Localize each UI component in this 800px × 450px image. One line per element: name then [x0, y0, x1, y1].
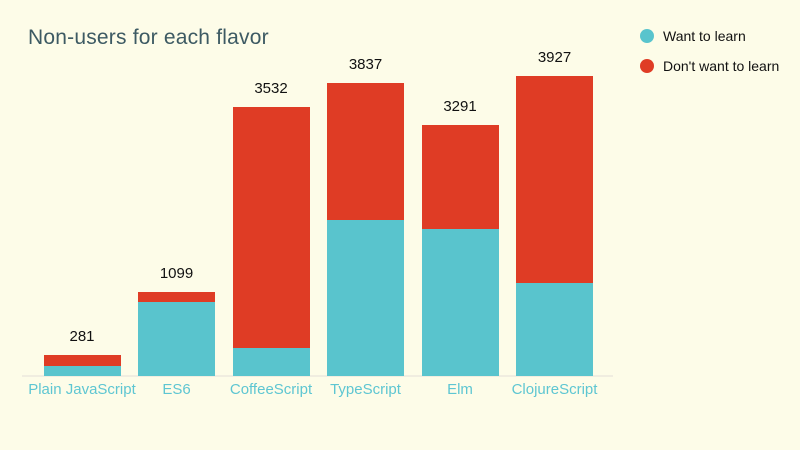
- x-axis-line: [22, 375, 613, 377]
- bar-typescript: [327, 83, 404, 376]
- x-tick-label-typescript: TypeScript: [330, 381, 401, 398]
- bar-segment-want-to-learn: [516, 282, 593, 376]
- legend: Want to learn Don't want to learn: [640, 28, 780, 89]
- legend-label-dont-want: Don't want to learn: [663, 58, 780, 74]
- x-tick-label-elm: Elm: [447, 381, 473, 398]
- bar-total-label: 3927: [537, 49, 572, 67]
- legend-swatch-dont-want-icon: [640, 59, 654, 73]
- bar-segment-want-to-learn: [327, 219, 404, 376]
- bar-segment-dont-want-to-learn: [232, 106, 310, 348]
- bar-total-label: 3837: [348, 56, 383, 74]
- bar-segment-dont-want-to-learn: [421, 124, 499, 229]
- bar-es6: [138, 292, 215, 376]
- bar-segment-want-to-learn: [138, 302, 215, 376]
- x-tick-label-clojurescript: ClojureScript: [511, 381, 598, 398]
- bar-total-label: 281: [69, 327, 95, 345]
- legend-item-dont-want-to-learn[interactable]: Don't want to learn: [640, 58, 780, 74]
- bar-segment-want-to-learn: [232, 347, 310, 376]
- chart-title: Non-users for each flavor: [28, 26, 269, 49]
- bar-segment-dont-want-to-learn: [138, 292, 215, 303]
- bar-plain-javascript: [43, 354, 121, 376]
- bar-segment-want-to-learn: [421, 228, 499, 376]
- bar-segment-want-to-learn: [43, 365, 121, 376]
- legend-item-want-to-learn[interactable]: Want to learn: [640, 28, 779, 44]
- bar-coffeescript: [232, 106, 310, 376]
- bar-clojurescript: [516, 76, 593, 376]
- legend-swatch-want-icon: [640, 29, 654, 43]
- bar-elm: [421, 124, 499, 376]
- x-tick-label-coffeescript: CoffeeScript: [229, 381, 313, 398]
- bar-segment-dont-want-to-learn: [516, 76, 593, 283]
- bar-total-label: 1099: [159, 265, 194, 283]
- x-tick-label-plain-javascript: Plain JavaScript: [28, 381, 136, 398]
- bar-total-label: 3532: [254, 79, 288, 97]
- x-tick-label-es6: ES6: [162, 381, 191, 398]
- bar-total-label: 3291: [443, 97, 477, 115]
- bar-segment-dont-want-to-learn: [327, 83, 404, 220]
- bar-segment-dont-want-to-learn: [43, 354, 121, 366]
- legend-label-want: Want to learn: [663, 28, 746, 44]
